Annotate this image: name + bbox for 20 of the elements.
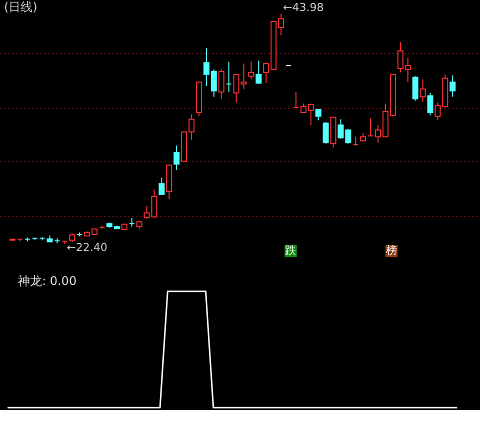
candlestick [256,60,262,85]
chart-title: (日线) [4,0,38,14]
candlestick [368,118,374,136]
annotation: 榜 [386,244,397,257]
candlestick [174,145,180,170]
annotation: ←22.40 [66,241,108,254]
candlestick [218,68,224,100]
candlestick [248,61,254,80]
candlestick [420,78,426,102]
candlestick [315,108,322,121]
candlestick [450,74,456,98]
chart-title: 神龙: 0.00 [18,274,77,288]
annotation: 跌 [285,244,296,257]
candlestick [292,91,299,108]
text: ←43.98 [283,0,324,14]
candlestick [427,92,434,116]
candlestick [322,122,329,144]
candlestick [226,61,232,92]
candlestick [158,177,165,195]
candlestick [412,76,418,102]
